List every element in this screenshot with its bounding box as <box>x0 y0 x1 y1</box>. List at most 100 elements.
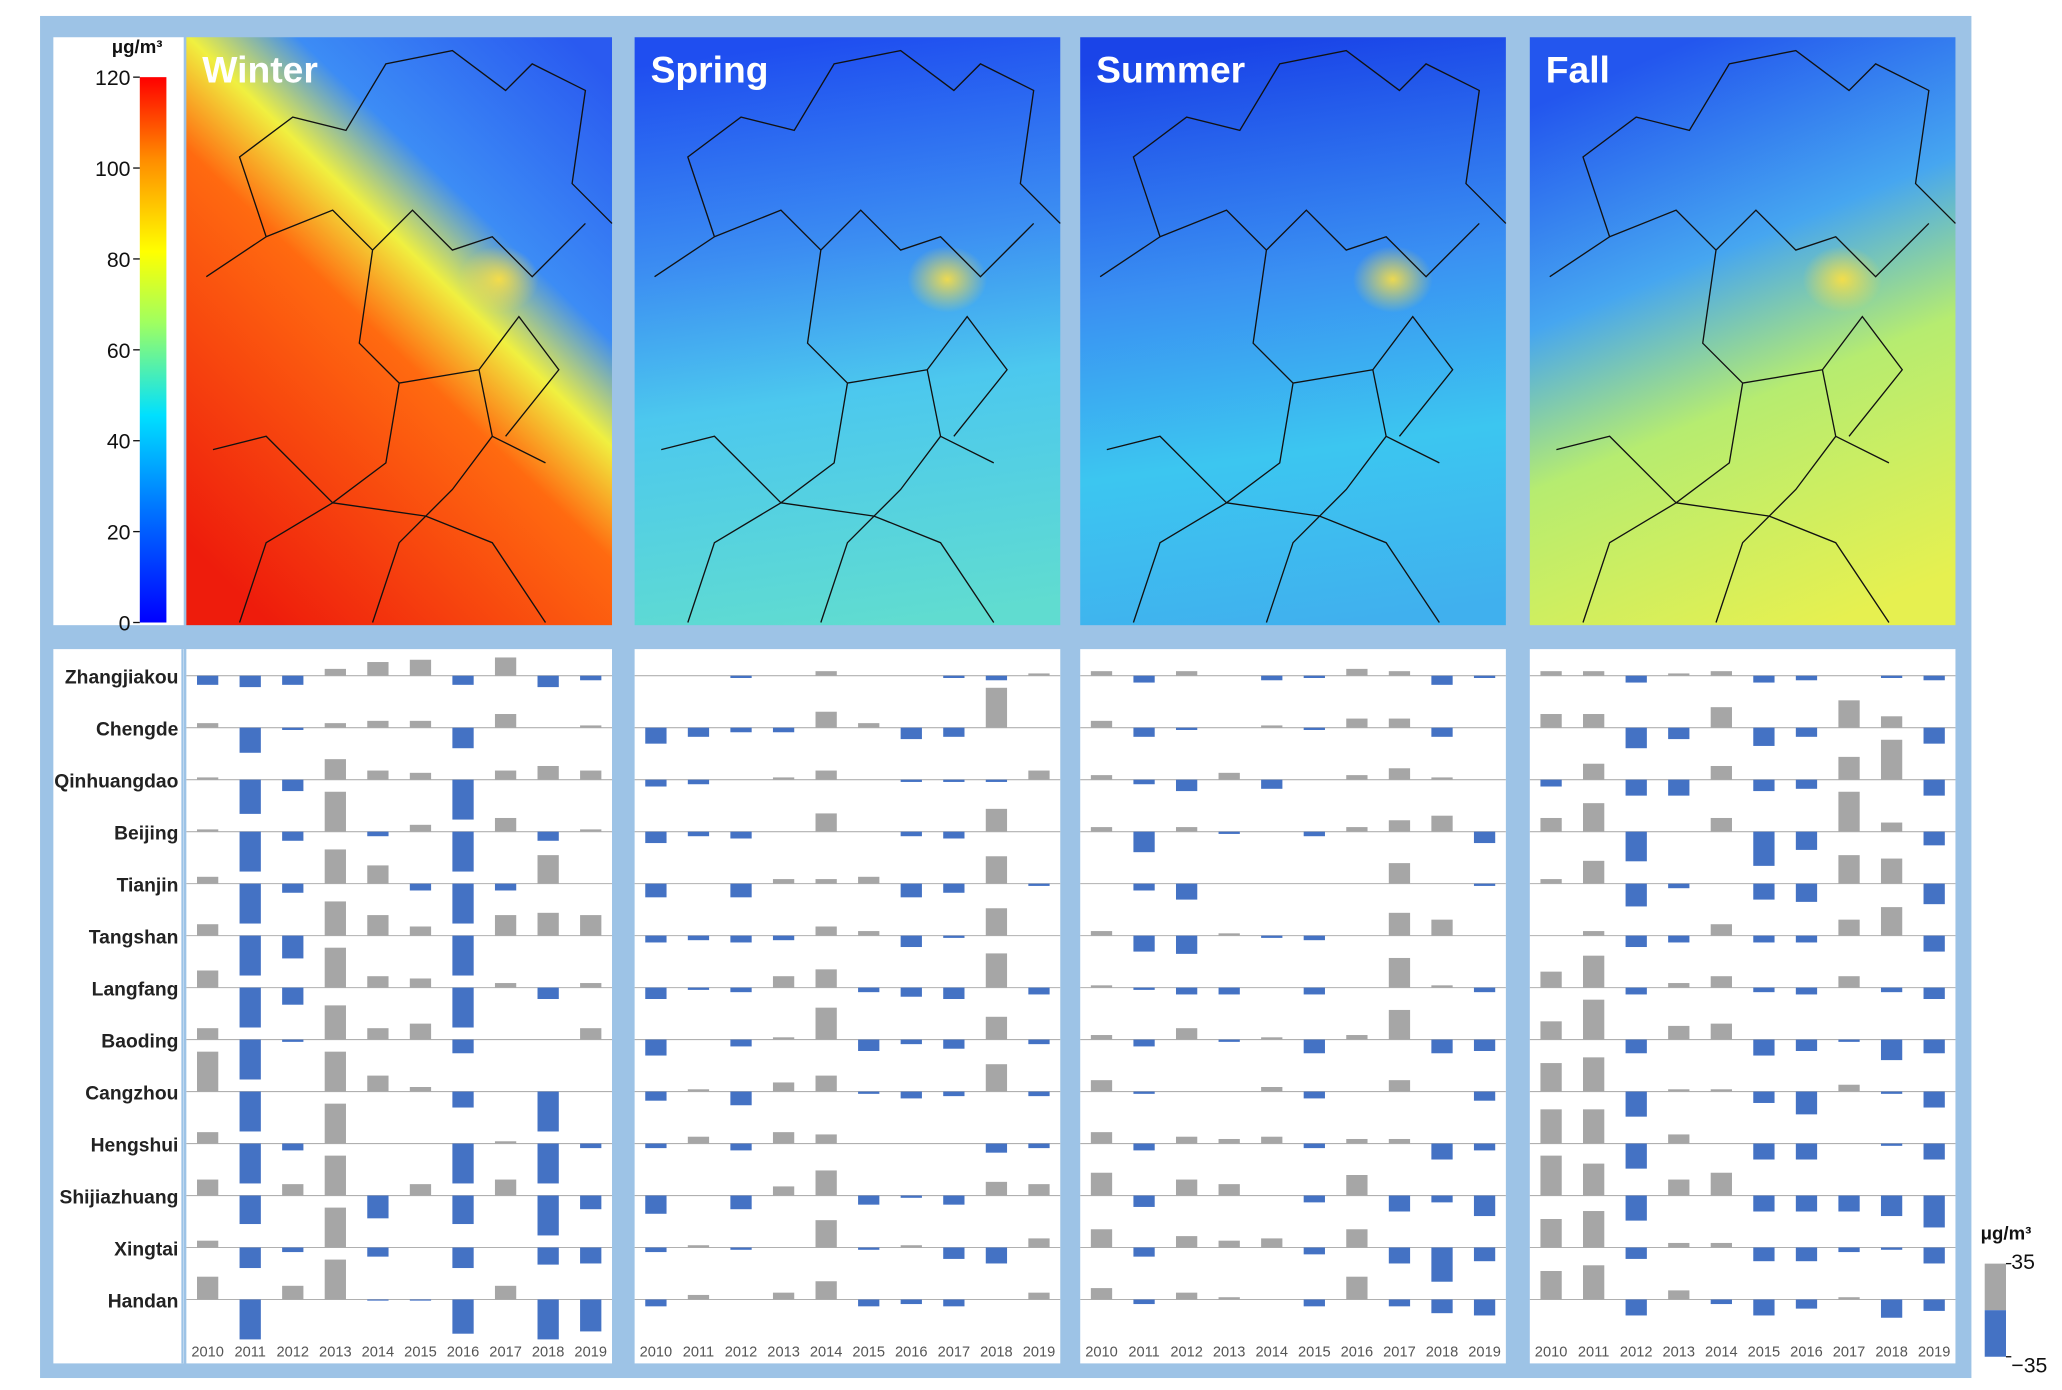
bar <box>367 770 389 780</box>
bar <box>687 831 710 837</box>
map-hotspot <box>1352 246 1433 313</box>
bar <box>1431 1299 1453 1314</box>
bar <box>1388 671 1411 676</box>
bar <box>367 1028 389 1040</box>
bar <box>282 831 304 841</box>
bar <box>1923 1247 1945 1264</box>
bar <box>1261 779 1283 789</box>
bar <box>815 1281 837 1300</box>
bar <box>900 727 922 740</box>
x-tick-label: 2012 <box>1170 1345 1203 1361</box>
bar <box>1473 1299 1496 1316</box>
bar <box>730 727 752 733</box>
bar <box>1625 987 1647 995</box>
bar <box>1175 1028 1198 1040</box>
bar <box>1668 1025 1690 1040</box>
bar <box>197 1028 219 1040</box>
bar <box>1540 1063 1562 1092</box>
bar <box>1795 1091 1818 1115</box>
colorbar-tick-label: 0 <box>119 611 131 635</box>
x-tick-label: 2013 <box>319 1345 352 1361</box>
bar <box>1540 1155 1562 1196</box>
bar <box>1090 1288 1113 1300</box>
bar <box>1388 1247 1411 1264</box>
bar <box>1261 935 1283 938</box>
bar <box>1583 1211 1605 1248</box>
bar <box>452 1247 474 1269</box>
bar <box>1710 1089 1732 1092</box>
panel-title: Summer <box>1096 48 1245 90</box>
bar <box>324 1155 346 1196</box>
bar <box>580 1247 602 1264</box>
bar <box>239 883 261 924</box>
bar <box>1753 883 1775 900</box>
bar <box>1753 1299 1775 1316</box>
bar <box>815 671 837 676</box>
bar <box>1795 1039 1818 1051</box>
bar <box>1795 1195 1818 1212</box>
bar <box>943 727 965 737</box>
bar <box>1346 1229 1368 1248</box>
bar <box>943 1247 965 1259</box>
bar <box>1795 987 1818 995</box>
bar <box>1880 1247 1903 1250</box>
bar <box>1431 985 1453 988</box>
bar <box>452 1299 474 1334</box>
bar <box>1625 779 1647 796</box>
bar <box>1133 1299 1155 1305</box>
bar <box>1753 1039 1775 1056</box>
bar <box>324 1207 346 1248</box>
bar <box>1303 727 1325 730</box>
bar <box>1540 1219 1562 1248</box>
bar <box>1540 1270 1562 1300</box>
bar <box>494 915 517 936</box>
bar <box>367 976 389 988</box>
bar <box>985 908 1008 936</box>
bar <box>1303 1247 1325 1255</box>
bar <box>1710 765 1732 780</box>
legend-tick-label: −35 <box>2011 1354 2047 1378</box>
bar <box>239 1247 261 1269</box>
bar <box>452 1039 474 1054</box>
bar <box>1218 933 1240 936</box>
bar <box>1218 1240 1240 1248</box>
bar <box>858 876 880 884</box>
bar <box>1431 919 1453 936</box>
bar <box>1710 707 1732 728</box>
bar <box>239 1143 261 1184</box>
bar <box>537 1091 559 1132</box>
bar <box>537 765 559 780</box>
bar <box>1388 1080 1411 1092</box>
bar <box>687 1245 710 1248</box>
bar <box>1880 675 1903 678</box>
bar <box>730 831 752 839</box>
bar <box>239 727 261 753</box>
x-tick-label: 2012 <box>276 1345 309 1361</box>
bar <box>1133 1195 1155 1207</box>
bar <box>687 1136 710 1144</box>
bar <box>1346 668 1368 676</box>
bar <box>1668 1134 1690 1144</box>
bar <box>1175 1179 1198 1196</box>
bar <box>1923 1195 1945 1228</box>
bar <box>494 657 517 676</box>
bar <box>645 883 667 898</box>
bar <box>1303 675 1325 678</box>
map <box>1080 37 1506 626</box>
bar <box>1795 1143 1818 1160</box>
bar <box>1431 777 1453 780</box>
bar <box>645 1091 667 1101</box>
bar <box>772 777 795 780</box>
bar <box>1303 831 1325 837</box>
bar <box>1303 1299 1325 1307</box>
bar <box>239 987 261 1028</box>
bar <box>772 976 795 988</box>
bar <box>985 953 1008 988</box>
bar <box>1028 883 1050 886</box>
bar <box>1473 1143 1496 1151</box>
bar <box>1753 727 1775 746</box>
bar <box>239 779 261 814</box>
bar <box>985 808 1008 832</box>
bar <box>1838 756 1860 780</box>
x-tick-label: 2019 <box>1468 1345 1501 1361</box>
